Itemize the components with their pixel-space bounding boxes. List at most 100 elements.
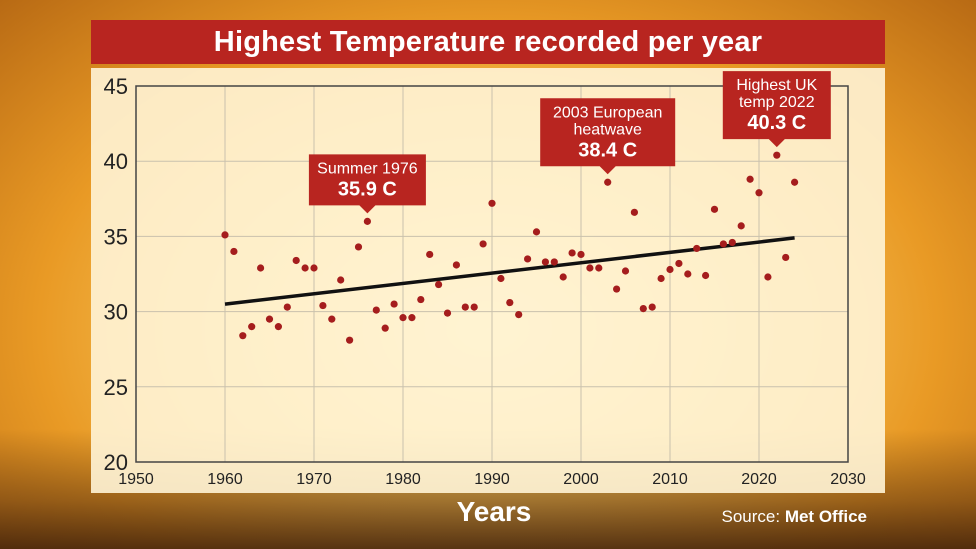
y-tick-label: 40 [104, 149, 128, 174]
data-point [443, 309, 452, 317]
data-point [292, 256, 300, 265]
data-point [773, 151, 781, 159]
data-point [648, 303, 656, 311]
data-point [728, 238, 736, 247]
annotation-label: temp 2022 [739, 94, 815, 111]
data-point [346, 336, 354, 344]
x-tick-label: 1970 [296, 471, 332, 488]
data-point [782, 253, 790, 262]
data-point [248, 323, 256, 331]
annotation-label: 2003 European [553, 104, 662, 121]
annotation-callout [722, 71, 831, 148]
x-tick-label: 2030 [830, 471, 866, 488]
data-point [301, 264, 309, 272]
data-point [755, 189, 763, 197]
data-point [452, 261, 460, 269]
data-point [675, 259, 683, 268]
data-point [435, 280, 443, 289]
data-point [621, 267, 630, 275]
data-point [666, 265, 674, 274]
y-tick-label: 45 [104, 74, 128, 99]
data-point [791, 178, 799, 186]
y-tick-label: 35 [104, 224, 128, 249]
data-point [737, 222, 745, 230]
plot-frame [135, 85, 849, 463]
data-point [337, 276, 345, 284]
data-point [363, 217, 371, 225]
data-point [559, 273, 567, 281]
title-bar: Highest Temperature recorded per year [91, 20, 885, 64]
data-point [657, 274, 665, 283]
chart-title: Highest Temperature recorded per year [213, 25, 763, 58]
data-point [764, 273, 772, 281]
data-point [274, 323, 282, 331]
data-point [328, 315, 336, 323]
data-point [710, 205, 719, 213]
data-point [479, 240, 487, 248]
trend-line [224, 236, 795, 306]
data-point [577, 250, 585, 259]
y-tick-label: 30 [104, 300, 128, 325]
data-point [426, 250, 434, 259]
data-point [568, 249, 576, 257]
data-point [417, 295, 425, 304]
x-tick-label: 2020 [741, 471, 777, 488]
y-tick-label: 25 [104, 375, 128, 400]
x-tick-label: 2010 [652, 471, 688, 488]
source-label: Source: [721, 507, 785, 526]
annotation-callout [540, 98, 676, 175]
data-point [488, 199, 496, 207]
x-tick-label: 1960 [207, 471, 243, 488]
data-point [524, 255, 532, 263]
data-point [221, 231, 229, 239]
source-value: Met Office [784, 507, 867, 526]
data-point [230, 247, 238, 256]
annotation-label: Summer 1976 [317, 160, 418, 177]
data-point [684, 270, 692, 278]
x-tick-label: 1950 [118, 471, 154, 488]
annotation-value: 35.9 C [338, 178, 397, 200]
data-point [702, 271, 710, 280]
data-point [372, 306, 380, 314]
data-point [506, 298, 514, 307]
data-point [550, 258, 558, 266]
data-point [310, 264, 318, 272]
data-point [719, 240, 728, 248]
data-point [390, 300, 398, 308]
data-point [639, 304, 647, 313]
x-axis-label: Years [456, 496, 532, 527]
x-tick-label: 1980 [385, 471, 421, 488]
data-point [630, 208, 639, 216]
data-point [381, 324, 389, 332]
data-point [586, 264, 594, 272]
x-tick-label: 2000 [563, 471, 599, 488]
data-point [319, 301, 327, 310]
data-point [693, 244, 701, 253]
data-point [746, 175, 754, 183]
data-point [604, 178, 612, 186]
data-point [408, 314, 416, 322]
annotation-callout [308, 154, 426, 214]
data-point [354, 243, 363, 251]
data-point [595, 264, 603, 272]
data-point [532, 228, 541, 236]
data-point [283, 303, 291, 311]
x-tick-label: 1990 [474, 471, 510, 488]
data-point [470, 303, 478, 311]
data-point [265, 315, 274, 323]
annotation-label: Highest UK [736, 77, 817, 94]
data-point [257, 264, 265, 272]
data-point [613, 285, 621, 293]
data-point [541, 258, 550, 266]
annotation-value: 40.3 C [747, 112, 806, 134]
data-point [239, 332, 247, 340]
data-point [399, 314, 407, 322]
y-tick-label: 20 [104, 450, 128, 475]
data-point [515, 311, 523, 319]
data-point [461, 303, 469, 311]
annotation-value: 38.4 C [578, 139, 637, 161]
source-credit: Source: Met Office [722, 507, 868, 527]
data-point [497, 274, 505, 283]
annotation-label: heatwave [573, 121, 642, 138]
